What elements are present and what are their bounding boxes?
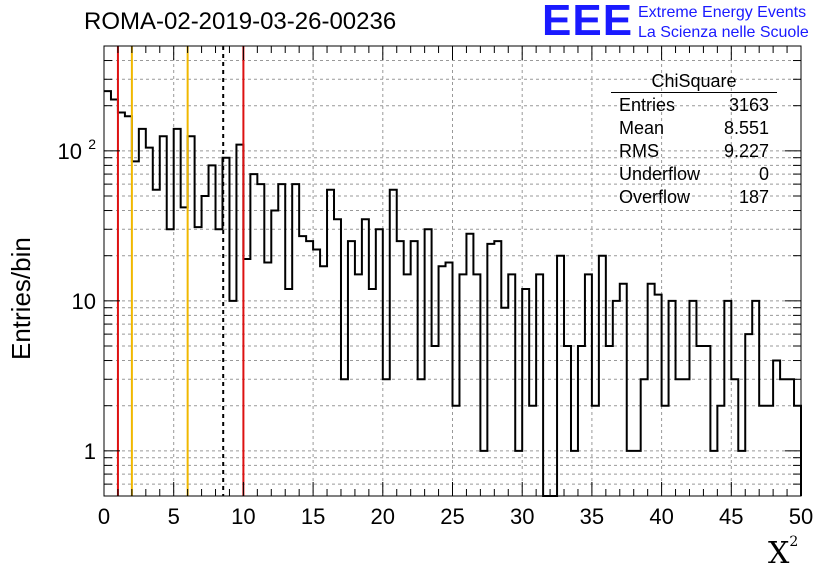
stats-key: RMS [619, 141, 659, 161]
stats-title: ChiSquare [611, 70, 777, 93]
x-tick-label: 10 [231, 504, 255, 529]
x-tick-label: 15 [301, 504, 325, 529]
x-axis-label-sup: 2 [789, 534, 799, 550]
y-axis-label: Entries/bin [6, 237, 36, 360]
y-tick-label: 1 [84, 439, 96, 464]
x-tick-label: 25 [440, 504, 464, 529]
stats-value: 9.227 [723, 141, 769, 161]
stats-value: 0 [758, 164, 769, 184]
x-axis-label: X2 [768, 534, 799, 571]
stats-value: 3163 [728, 95, 769, 115]
stats-value: 187 [738, 187, 769, 207]
x-tick-label: 30 [510, 504, 534, 529]
y-tick-label: 10 [72, 289, 96, 314]
chart-title: ROMA-02-2019-03-26-00236 [84, 8, 397, 35]
stats-key: Entries [619, 95, 676, 115]
logo-line-2: La Scienza nelle Scuole [638, 24, 809, 41]
x-tick-label: 45 [719, 504, 743, 529]
x-tick-label: 20 [371, 504, 395, 529]
tick-labels: 0 5 10 15 20 25 30 35 40 45 50 1 10 10 2 [58, 136, 814, 529]
x-axis-label-base: X [768, 536, 790, 571]
eee-logo: EEE Extreme Energy Events La Scienza nel… [542, 0, 832, 46]
logo-mark: EEE [542, 0, 634, 45]
x-tick-label: 35 [580, 504, 604, 529]
histogram-outline [104, 90, 802, 497]
x-tick-label: 0 [98, 504, 110, 529]
x-tick-label: 40 [649, 504, 673, 529]
stats-key: Mean [619, 118, 665, 138]
axis-ticks [103, 46, 802, 496]
logo-line-1: Extreme Energy Events [638, 4, 807, 21]
y-tick-label: 10 [58, 139, 82, 164]
stats-key: Overflow [619, 187, 691, 207]
y-tick-label-sup: 2 [88, 136, 96, 152]
marker-lines [116, 46, 245, 496]
x-tick-label: 5 [168, 504, 180, 529]
x-tick-label: 50 [789, 504, 813, 529]
histogram-bars [104, 90, 802, 497]
stats-key: Underflow [619, 164, 701, 184]
stats-box: ChiSquare Entries 3163 Mean 8.551 RMS 9.… [611, 70, 777, 210]
stats-value: 8.551 [723, 118, 769, 138]
